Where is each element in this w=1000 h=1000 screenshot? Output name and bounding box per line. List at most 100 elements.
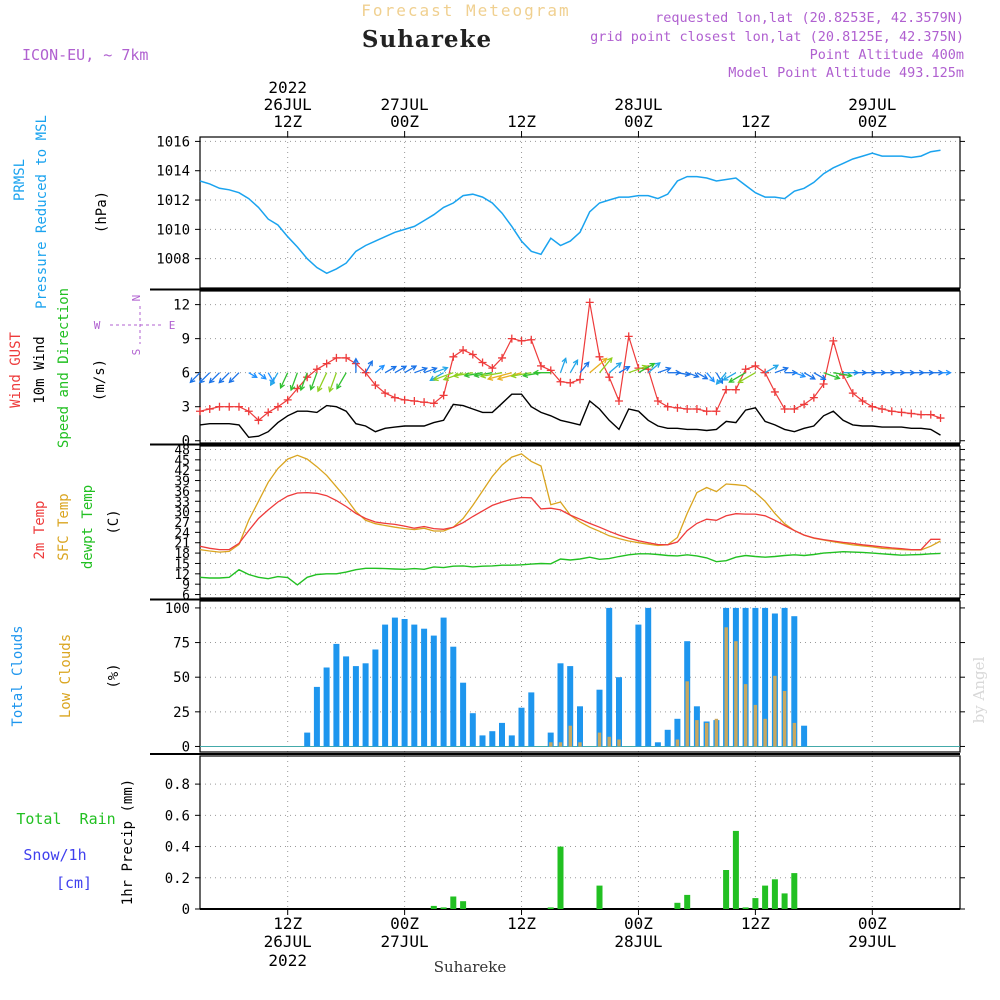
gust-marker [712, 407, 721, 416]
wind-dir-arrow [696, 372, 708, 380]
low-clouds-bar [724, 627, 728, 747]
rain-bar [732, 830, 739, 909]
wind-dir-arrowhead [737, 377, 744, 384]
wind-dir-arrowhead [421, 366, 429, 373]
wind-dir-arrow [317, 372, 328, 392]
pressure-panel: PRMSL Pressure Reduced to MSL (hPa) 1008… [12, 115, 965, 309]
wind-dir-arrowhead [572, 359, 579, 366]
y-tick-label: 21 [174, 537, 190, 552]
wind-dir-arrowhead [432, 375, 439, 382]
gust-marker [770, 387, 779, 396]
y-tick-label: 0 [182, 902, 190, 918]
total-clouds-bar [460, 682, 467, 747]
wind-dir-arrowhead [367, 360, 373, 367]
gust-marker [244, 407, 253, 416]
wind-dir-arrowhead [317, 386, 323, 393]
low-clouds-bar [675, 739, 680, 747]
wind-dir-arrowhead [722, 375, 729, 381]
wind-dir-arrowhead [820, 374, 827, 380]
bottom-time-label: 2022 [268, 951, 307, 970]
snow-unit-label: [cm] [56, 874, 92, 892]
wind-dir-arrow [189, 372, 201, 383]
y-tick-label: 6 [182, 589, 190, 604]
temperature-panel: 2m Temp SFC Temp dewpt Temp (C) 69121518… [32, 443, 965, 604]
wind-dir-arrow [511, 372, 532, 377]
wind-dir-arrow [414, 367, 428, 374]
gust-marker [498, 353, 507, 362]
wind-panel: Wind GUST 10m Wind Speed and Direction (… [8, 288, 965, 450]
gust-marker [459, 345, 468, 354]
bottom-time-label: 26JUL [264, 932, 312, 951]
gust-marker [897, 408, 906, 417]
wind-dir-arrowhead [521, 372, 529, 379]
wind-dir-arrow [336, 372, 347, 389]
gust-marker [556, 377, 565, 386]
panel-frame [199, 136, 961, 289]
y-tick-label: 0 [182, 434, 190, 450]
gust-marker [283, 395, 292, 404]
total-clouds-bar [401, 619, 408, 747]
top-time-label: 2022 [268, 78, 307, 97]
gust-marker [595, 352, 604, 361]
y-tick-label: 12 [173, 298, 190, 314]
wind-dir-arrow [300, 372, 308, 391]
gust-marker [420, 398, 429, 407]
wind-dir-arrowhead [772, 364, 780, 370]
wind-dir-arrow [716, 372, 727, 385]
wind-dir-arrow [328, 372, 338, 392]
gust-marker [926, 410, 935, 419]
wind-dir-arrow [464, 372, 483, 377]
wind-dir-arrowhead [442, 366, 449, 372]
total-clouds-bar [352, 666, 359, 747]
wind-dir-arrow [384, 365, 397, 374]
gust-marker [673, 403, 682, 412]
low-clouds-bar [792, 722, 797, 747]
wind-dir-arrowhead [473, 372, 480, 379]
wind-dir-arrowhead [228, 377, 235, 384]
wind-dir-arrowhead [328, 386, 334, 393]
panel-frame [199, 600, 961, 753]
wind-dir-arrowhead [309, 384, 315, 391]
wind-dir-arrow [365, 360, 373, 374]
pressure-unit: (hPa) [94, 191, 110, 233]
total-clouds-bar [323, 667, 330, 747]
y-tick-label: 33 [174, 495, 190, 510]
wind-dir-arrow [599, 357, 613, 374]
y-tick-label: 45 [174, 454, 190, 469]
rain-bar [771, 879, 778, 909]
total-clouds-bar [528, 692, 535, 747]
gust-marker [917, 410, 926, 419]
wind-dir-arrowhead [378, 364, 386, 371]
rain-bar [430, 905, 437, 909]
top-time-label: 12Z [741, 112, 770, 131]
y-tick-label: 1016 [156, 134, 190, 150]
wind-dir-arrow [374, 365, 385, 374]
compass-east: E [169, 319, 176, 332]
rain-bar [450, 896, 457, 909]
gust-marker [439, 391, 448, 400]
panel-frame [199, 755, 961, 910]
wind-dir-arrowhead [649, 362, 656, 369]
wind-dir-arrow [833, 372, 852, 377]
y-tick-label: 1008 [156, 252, 190, 268]
gust-line [199, 302, 941, 422]
wind-dir-arrow [218, 372, 230, 384]
low-clouds-bar [705, 722, 709, 747]
y-tick-label: 18 [174, 547, 190, 562]
wind-dir-arrowhead [189, 377, 196, 384]
total-clouds-bar [479, 735, 486, 747]
low-clouds-bar [753, 704, 758, 747]
low-clouds-bar [714, 718, 719, 747]
rain-bar [547, 907, 554, 909]
requested-coords: requested lon,lat (20.8253E, 42.3579N) [655, 10, 964, 26]
clouds-panel: Total Clouds Low Clouds (%) 0 25 50 75 100 [10, 600, 965, 755]
wind-dir-arrow [628, 365, 648, 374]
bottom-time-label: 29JUL [848, 932, 896, 951]
temp2m-label: 2m Temp [32, 500, 48, 559]
gust-marker [751, 361, 760, 370]
y-tick-label: 15 [174, 557, 190, 572]
gust-marker [683, 404, 692, 413]
wind-dir-arrow [433, 372, 454, 381]
temp-unit: (C) [106, 509, 122, 534]
